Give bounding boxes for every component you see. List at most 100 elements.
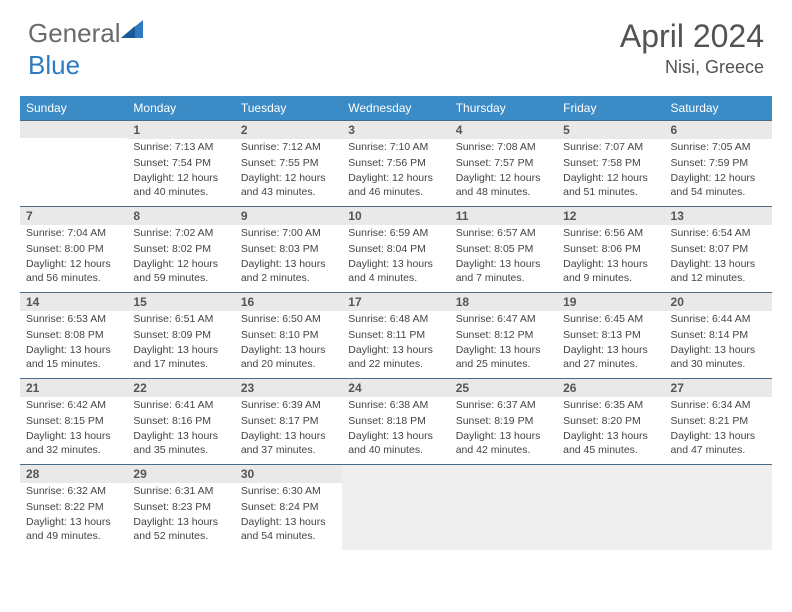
day-number: 29 xyxy=(127,464,234,483)
weekday-header: Tuesday xyxy=(235,96,342,120)
logo: General xyxy=(28,18,145,49)
day-number: 14 xyxy=(20,292,127,311)
sunset-text: Sunset: 8:20 PM xyxy=(557,413,664,429)
sunrise-text: Sunrise: 6:41 AM xyxy=(127,397,234,413)
sunset-text: Sunset: 8:06 PM xyxy=(557,241,664,257)
sunset-text: Sunset: 7:57 PM xyxy=(450,155,557,171)
calendar-cell: 4Sunrise: 7:08 AMSunset: 7:57 PMDaylight… xyxy=(450,120,557,206)
calendar-cell: 27Sunrise: 6:34 AMSunset: 8:21 PMDayligh… xyxy=(665,378,772,464)
calendar-cell: 18Sunrise: 6:47 AMSunset: 8:12 PMDayligh… xyxy=(450,292,557,378)
calendar-cell: 17Sunrise: 6:48 AMSunset: 8:11 PMDayligh… xyxy=(342,292,449,378)
daylight-text: Daylight: 13 hours and 32 minutes. xyxy=(20,428,127,457)
day-number: 15 xyxy=(127,292,234,311)
location-label: Nisi, Greece xyxy=(620,57,764,78)
sunrise-text: Sunrise: 6:45 AM xyxy=(557,311,664,327)
day-number: 25 xyxy=(450,378,557,397)
day-number: 27 xyxy=(665,378,772,397)
daylight-text: Daylight: 13 hours and 2 minutes. xyxy=(235,256,342,285)
daylight-text: Daylight: 13 hours and 35 minutes. xyxy=(127,428,234,457)
sunset-text: Sunset: 7:56 PM xyxy=(342,155,449,171)
page-header: General April 2024 Nisi, Greece xyxy=(0,0,792,88)
calendar-cell: 6Sunrise: 7:05 AMSunset: 7:59 PMDaylight… xyxy=(665,120,772,206)
calendar-cell: 3Sunrise: 7:10 AMSunset: 7:56 PMDaylight… xyxy=(342,120,449,206)
daylight-text: Daylight: 12 hours and 51 minutes. xyxy=(557,170,664,199)
logo-text-blue: Blue xyxy=(28,50,80,80)
weekday-header: Thursday xyxy=(450,96,557,120)
sunrise-text: Sunrise: 6:51 AM xyxy=(127,311,234,327)
sunset-text: Sunset: 8:23 PM xyxy=(127,499,234,515)
day-number: 30 xyxy=(235,464,342,483)
calendar-cell: 11Sunrise: 6:57 AMSunset: 8:05 PMDayligh… xyxy=(450,206,557,292)
daylight-text: Daylight: 13 hours and 54 minutes. xyxy=(235,514,342,543)
sunset-text: Sunset: 8:18 PM xyxy=(342,413,449,429)
daylight-text: Daylight: 13 hours and 12 minutes. xyxy=(665,256,772,285)
calendar-week-row: 7Sunrise: 7:04 AMSunset: 8:00 PMDaylight… xyxy=(20,206,772,292)
daylight-text: Daylight: 13 hours and 47 minutes. xyxy=(665,428,772,457)
daylight-text: Daylight: 12 hours and 54 minutes. xyxy=(665,170,772,199)
month-title: April 2024 xyxy=(620,18,764,55)
sunset-text: Sunset: 8:05 PM xyxy=(450,241,557,257)
day-number: 24 xyxy=(342,378,449,397)
daylight-text: Daylight: 13 hours and 17 minutes. xyxy=(127,342,234,371)
daylight-text: Daylight: 13 hours and 30 minutes. xyxy=(665,342,772,371)
sunset-text: Sunset: 8:08 PM xyxy=(20,327,127,343)
day-number: 22 xyxy=(127,378,234,397)
sunrise-text: Sunrise: 7:13 AM xyxy=(127,139,234,155)
calendar-cell: 19Sunrise: 6:45 AMSunset: 8:13 PMDayligh… xyxy=(557,292,664,378)
day-number: 11 xyxy=(450,206,557,225)
calendar-cell: 9Sunrise: 7:00 AMSunset: 8:03 PMDaylight… xyxy=(235,206,342,292)
sunset-text: Sunset: 8:00 PM xyxy=(20,241,127,257)
daylight-text: Daylight: 13 hours and 37 minutes. xyxy=(235,428,342,457)
day-number-empty xyxy=(20,120,127,138)
daylight-text: Daylight: 12 hours and 59 minutes. xyxy=(127,256,234,285)
day-number: 20 xyxy=(665,292,772,311)
day-number: 12 xyxy=(557,206,664,225)
sunrise-text: Sunrise: 6:50 AM xyxy=(235,311,342,327)
sunrise-text: Sunrise: 7:08 AM xyxy=(450,139,557,155)
sunrise-text: Sunrise: 7:10 AM xyxy=(342,139,449,155)
sunrise-text: Sunrise: 7:07 AM xyxy=(557,139,664,155)
calendar-cell: 13Sunrise: 6:54 AMSunset: 8:07 PMDayligh… xyxy=(665,206,772,292)
weekday-header-row: Sunday Monday Tuesday Wednesday Thursday… xyxy=(20,96,772,120)
sunrise-text: Sunrise: 6:42 AM xyxy=(20,397,127,413)
calendar-cell xyxy=(342,464,449,550)
calendar-cell xyxy=(450,464,557,550)
sunrise-text: Sunrise: 6:37 AM xyxy=(450,397,557,413)
calendar-cell: 26Sunrise: 6:35 AMSunset: 8:20 PMDayligh… xyxy=(557,378,664,464)
calendar-cell: 5Sunrise: 7:07 AMSunset: 7:58 PMDaylight… xyxy=(557,120,664,206)
daylight-text: Daylight: 13 hours and 42 minutes. xyxy=(450,428,557,457)
calendar-week-row: 28Sunrise: 6:32 AMSunset: 8:22 PMDayligh… xyxy=(20,464,772,550)
calendar-cell: 14Sunrise: 6:53 AMSunset: 8:08 PMDayligh… xyxy=(20,292,127,378)
daylight-text: Daylight: 13 hours and 9 minutes. xyxy=(557,256,664,285)
daylight-text: Daylight: 13 hours and 4 minutes. xyxy=(342,256,449,285)
sunset-text: Sunset: 8:24 PM xyxy=(235,499,342,515)
sunrise-text: Sunrise: 7:04 AM xyxy=(20,225,127,241)
calendar-cell: 1Sunrise: 7:13 AMSunset: 7:54 PMDaylight… xyxy=(127,120,234,206)
calendar-week-row: 14Sunrise: 6:53 AMSunset: 8:08 PMDayligh… xyxy=(20,292,772,378)
day-number: 10 xyxy=(342,206,449,225)
calendar-cell: 12Sunrise: 6:56 AMSunset: 8:06 PMDayligh… xyxy=(557,206,664,292)
daylight-text: Daylight: 13 hours and 7 minutes. xyxy=(450,256,557,285)
weekday-header: Monday xyxy=(127,96,234,120)
daylight-text: Daylight: 13 hours and 25 minutes. xyxy=(450,342,557,371)
sunrise-text: Sunrise: 6:38 AM xyxy=(342,397,449,413)
daylight-text: Daylight: 12 hours and 48 minutes. xyxy=(450,170,557,199)
daylight-text: Daylight: 13 hours and 40 minutes. xyxy=(342,428,449,457)
sunrise-text: Sunrise: 6:34 AM xyxy=(665,397,772,413)
day-number-empty xyxy=(450,464,557,482)
sunrise-text: Sunrise: 7:00 AM xyxy=(235,225,342,241)
calendar-cell: 24Sunrise: 6:38 AMSunset: 8:18 PMDayligh… xyxy=(342,378,449,464)
sunset-text: Sunset: 8:19 PM xyxy=(450,413,557,429)
daylight-text: Daylight: 13 hours and 49 minutes. xyxy=(20,514,127,543)
day-number: 26 xyxy=(557,378,664,397)
day-number-empty xyxy=(342,464,449,482)
day-number: 18 xyxy=(450,292,557,311)
sunrise-text: Sunrise: 6:57 AM xyxy=(450,225,557,241)
daylight-text: Daylight: 13 hours and 52 minutes. xyxy=(127,514,234,543)
weekday-header: Sunday xyxy=(20,96,127,120)
calendar-cell: 2Sunrise: 7:12 AMSunset: 7:55 PMDaylight… xyxy=(235,120,342,206)
day-number: 3 xyxy=(342,120,449,139)
day-number: 19 xyxy=(557,292,664,311)
calendar-week-row: 21Sunrise: 6:42 AMSunset: 8:15 PMDayligh… xyxy=(20,378,772,464)
calendar-cell: 23Sunrise: 6:39 AMSunset: 8:17 PMDayligh… xyxy=(235,378,342,464)
